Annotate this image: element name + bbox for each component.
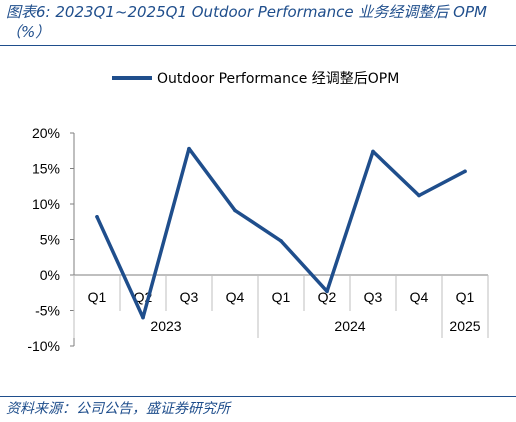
y-tick-label: 5%: [40, 232, 60, 248]
y-tick-label: -10%: [27, 338, 60, 354]
year-group-label: 2024: [334, 318, 365, 334]
data-point: [233, 208, 237, 213]
footer-rule: [0, 396, 516, 397]
legend-label: Outdoor Performance 经调整后OPM: [157, 71, 399, 87]
data-point: [95, 214, 99, 219]
y-tick-label: 20%: [32, 125, 60, 141]
x-tick-label: Q1: [88, 289, 107, 305]
y-tick-label: 10%: [32, 196, 60, 212]
data-point: [371, 149, 375, 154]
opm-line-chart: Outdoor Performance 经调整后OPM 20% 15% 10% 5% 0%…: [27, 71, 489, 354]
source-note: 资料来源：公司公告，盛证券研究所: [6, 401, 230, 417]
x-tick-label: Q4: [226, 289, 245, 305]
figure-title: 图表6: 2023Q1~2025Q1 Outdoor Performance 业…: [6, 3, 487, 41]
data-point: [463, 169, 467, 174]
year-group-label: 2023: [150, 318, 181, 334]
y-tick-label: -5%: [35, 303, 60, 319]
x-tick-label: Q2: [318, 289, 337, 305]
data-point: [141, 315, 145, 320]
year-group-label: 2025: [449, 318, 480, 334]
x-tick-label: Q1: [272, 289, 291, 305]
data-point: [417, 193, 421, 198]
x-tick-label: Q4: [410, 289, 429, 305]
y-tick-label: 15%: [32, 161, 60, 177]
x-tick-label: Q1: [456, 289, 475, 305]
y-tick-label: 0%: [40, 267, 60, 283]
data-point: [187, 146, 191, 151]
title-rule: [0, 45, 516, 46]
data-point: [325, 289, 329, 294]
data-point: [279, 239, 283, 243]
x-tick-label: Q3: [364, 289, 383, 305]
x-tick-label: Q3: [180, 289, 199, 305]
